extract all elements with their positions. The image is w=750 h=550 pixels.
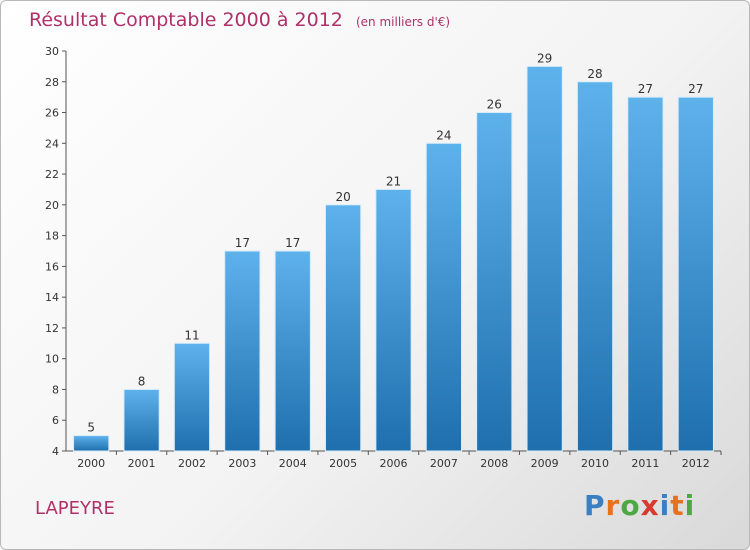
y-tick-label: 12 (45, 322, 59, 335)
bar-2003 (224, 250, 261, 452)
x-tick-label: 2011 (631, 457, 659, 470)
bar-2005 (324, 204, 362, 452)
y-tick-label: 16 (45, 260, 59, 273)
bar-2001 (123, 388, 160, 452)
value-label: 29 (537, 51, 552, 65)
bar-2012 (677, 96, 714, 452)
labels: 4 6 8 10 12 14 16 18 20 22 24 26 28 30 2000 5 2001 8 2002 1… (45, 45, 710, 470)
value-label: 11 (184, 328, 199, 342)
x-tick-label: 2010 (581, 457, 609, 470)
x-tick-label: 2007 (430, 457, 458, 470)
y-tick-label: 6 (52, 414, 59, 427)
y-tick-label: 30 (45, 45, 59, 58)
value-label: 8 (138, 374, 146, 388)
logo-letter: t (670, 489, 685, 522)
y-tick-label: 20 (45, 199, 59, 212)
chart-title-block: Résultat Comptable 2000 à 2012 (en milli… (29, 9, 450, 31)
value-label: 28 (587, 67, 602, 81)
x-tick-label: 2008 (480, 457, 508, 470)
logo-letter: P (584, 489, 606, 522)
logo-letter: r (605, 489, 621, 522)
y-tick-label: 24 (45, 137, 59, 150)
x-tick-label: 2004 (279, 457, 307, 470)
y-tick-label: 26 (45, 107, 59, 120)
y-tick-label: 4 (52, 445, 59, 458)
x-tick-label: 2001 (128, 457, 156, 470)
value-label: 26 (487, 98, 502, 112)
y-tick-label: 18 (45, 230, 59, 243)
x-tick-label: 2000 (77, 457, 105, 470)
logo-letter: i (659, 489, 671, 522)
x-tick-label: 2002 (178, 457, 206, 470)
value-label: 17 (285, 236, 300, 250)
bar-2011 (627, 96, 664, 452)
value-label: 27 (638, 82, 653, 96)
value-label: 5 (87, 421, 95, 435)
y-tick-label: 14 (45, 291, 59, 304)
x-tick-label: 2009 (531, 457, 559, 470)
logo-letter: o (620, 489, 641, 522)
x-tick-label: 2006 (380, 457, 408, 470)
x-tick-label: 2012 (682, 457, 710, 470)
value-label: 24 (436, 128, 451, 142)
chart-title: Résultat Comptable 2000 à 2012 (29, 9, 343, 31)
value-label: 21 (386, 174, 401, 188)
logo-letter: x (640, 489, 660, 522)
bar-2009 (526, 65, 563, 452)
bar-2007 (425, 142, 463, 452)
commune-name: LAPEYRE (35, 498, 115, 519)
bars (73, 65, 714, 452)
proxiti-logo: Proxiti (584, 489, 695, 522)
x-tick-label: 2005 (329, 457, 357, 470)
x-tick-label: 2003 (228, 457, 256, 470)
value-label: 17 (235, 236, 250, 250)
y-tick-label: 10 (45, 353, 59, 366)
bar-2006 (375, 188, 412, 452)
bar-2008 (476, 112, 513, 452)
bar-2010 (576, 81, 614, 452)
bar-2002 (173, 342, 211, 452)
bar-2000 (73, 435, 110, 452)
chart-subtitle: (en milliers d'€) (355, 15, 451, 29)
y-tick-label: 22 (45, 168, 59, 181)
logo-letter: i (684, 489, 696, 522)
y-tick-label: 28 (45, 76, 59, 89)
value-label: 27 (688, 82, 703, 96)
bar-2004 (274, 250, 311, 452)
y-tick-label: 8 (52, 383, 59, 396)
value-label: 20 (335, 190, 350, 204)
